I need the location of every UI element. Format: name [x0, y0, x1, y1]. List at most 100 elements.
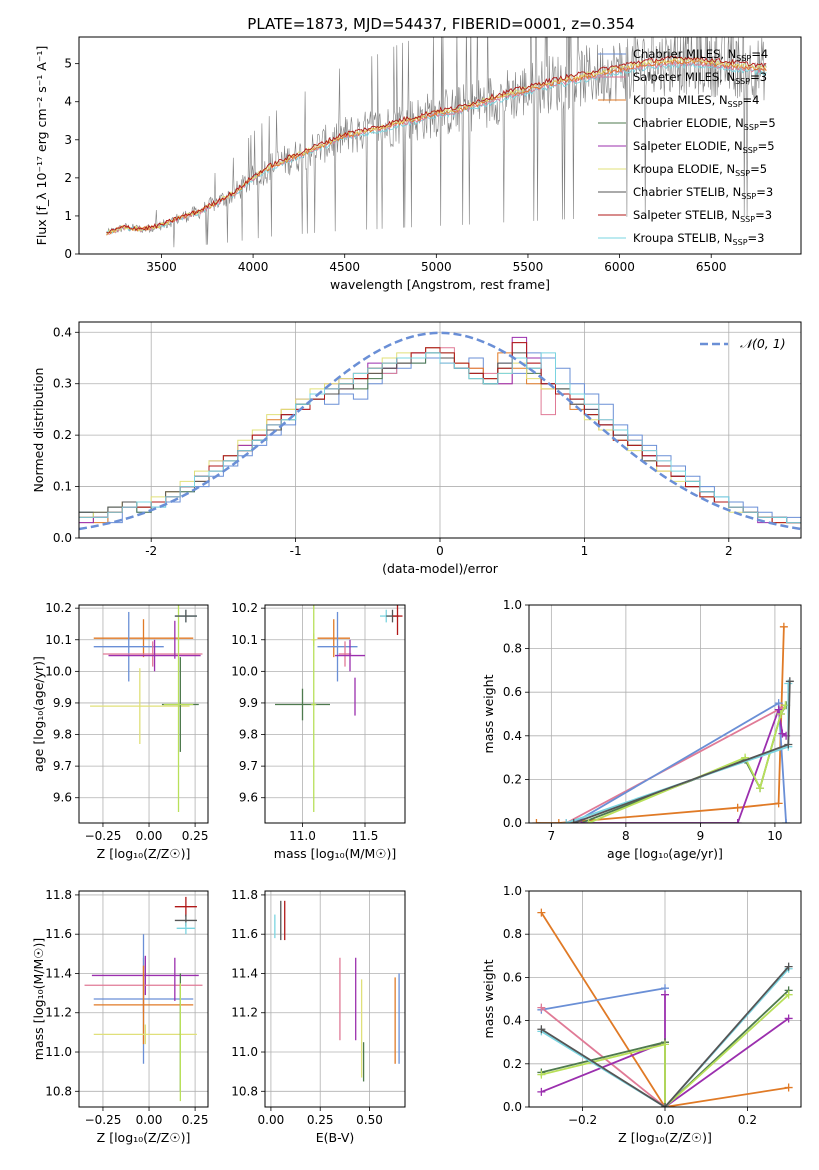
x-tick-label: 1: [581, 544, 589, 558]
y-tick-label: 11.8: [45, 888, 72, 902]
y-tick-label: 0.6: [503, 685, 522, 699]
y-axis-label: mass [log₁₀(M/M☉)]: [31, 938, 46, 1060]
mass-weight-series: [566, 683, 790, 823]
histogram-series: [79, 352, 801, 538]
y-tick-label: 0.2: [53, 428, 72, 442]
model-spectrum-line: [106, 55, 767, 234]
mass-weight-marker: [537, 1003, 546, 1012]
mass-weight-marker: [584, 819, 593, 823]
spectrum-panel: 3500 4000 4500 5000 5500 6000 6500 0 1 2 3 4 5 wavele…: [34, 36, 802, 292]
mass-weight-marker: [774, 799, 783, 808]
x-tick-label: 3500: [146, 260, 177, 274]
x-tick-label: 0.25: [182, 829, 209, 843]
mass-weight-marker: [733, 819, 742, 823]
y-axis-label: age [log₁₀(age/yr)]: [31, 656, 46, 772]
mass-vs-Z-panel: −0.25 0.00 0.25 10.8 11.0 11.2 11.4 11.6 11.8 Z […: [31, 888, 209, 1145]
x-tick-label: 0.25: [307, 1113, 334, 1127]
panels-layer: 3500 4000 4500 5000 5500 6000 6500 0 1 2 3 4 5 wavele…: [31, 36, 802, 1145]
y-tick-label: 10.1: [231, 633, 258, 647]
x-tick-label: 6000: [604, 260, 635, 274]
age-vs-Z-plot-area: [90, 605, 203, 812]
x-tick-label: 10: [767, 829, 782, 843]
mass-weight-marker: [661, 1040, 669, 1049]
y-tick-label: 0.4: [53, 325, 72, 339]
x-axis-label: Z [log₁₀(Z/Z☉)]: [97, 846, 191, 861]
y-tick-label: 0.0: [53, 531, 72, 545]
mass-weight-marker: [661, 1103, 669, 1107]
legend-entry: Salpeter ELODIE, NSSP=5: [633, 139, 775, 155]
y-tick-label: 9.7: [53, 759, 72, 773]
y-tick-label: 9.9: [53, 696, 72, 710]
figure-title: PLATE=1873, MJD=54437, FIBERID=0001, z=0…: [247, 15, 634, 33]
legend-entry: Kroupa ELODIE, NSSP=5: [633, 162, 767, 178]
x-tick-label: 9: [697, 829, 705, 843]
y-tick-label: 0.0: [503, 1100, 522, 1114]
massweight-vs-age-frame: [528, 604, 802, 824]
normal-distribution-curve: [79, 331, 801, 531]
model-spectrum-line: [106, 59, 767, 236]
y-tick-label: 10.0: [45, 664, 72, 678]
y-tick-label: 0.8: [503, 927, 522, 941]
mass-weight-marker: [532, 819, 541, 823]
mass-weight-marker: [537, 1087, 546, 1096]
x-tick-label: −0.25: [85, 829, 122, 843]
mass-weight-marker: [661, 990, 669, 999]
x-tick-label: 4500: [329, 260, 360, 274]
x-tick-label: 5000: [421, 260, 452, 274]
y-tick-label: 0.6: [503, 970, 522, 984]
x-tick-label: 0.00: [136, 1113, 163, 1127]
mass-weight-marker: [784, 990, 793, 999]
x-tick-label: 6500: [696, 260, 727, 274]
x-tick-label: 0.00: [258, 1113, 285, 1127]
x-tick-label: 4000: [238, 260, 269, 274]
x-tick-label: 0: [436, 544, 444, 558]
mass-weight-marker: [537, 908, 546, 917]
mass-weight-marker: [785, 677, 794, 686]
y-tick-label: 11.0: [231, 1045, 258, 1059]
massweight-vs-age-panel: 7 8 9 10 0.0 0.2 0.4 0.6 0.8 1.0 age [log₁₀(age/yr…: [481, 598, 802, 861]
mass-vs-EBV-panel: 0.00 0.25 0.50 10.8 11.0 11.2 11.4 11.6 11.8 E(B-…: [231, 888, 406, 1145]
y-tick-label: 11.0: [45, 1045, 72, 1059]
x-tick-label: 2: [725, 544, 733, 558]
y-tick-label: 11.6: [45, 927, 72, 941]
y-axis-label: mass weight: [481, 959, 496, 1038]
x-axis-label: E(B-V): [316, 1130, 355, 1145]
mass-weight-series: [541, 994, 790, 1107]
y-axis-label: mass weight: [481, 674, 496, 753]
y-tick-label: 0.8: [503, 642, 522, 656]
spectrum-plot-area: [106, 37, 767, 248]
x-tick-label: 11.0: [289, 829, 316, 843]
x-tick-label: -2: [145, 544, 157, 558]
x-tick-label: 5500: [513, 260, 544, 274]
y-tick-label: 10.2: [231, 601, 258, 615]
x-tick-label: 0.2: [738, 1113, 757, 1127]
massweight-vs-Z-plot-area: [537, 908, 793, 1107]
mass-vs-EBV-plot-area: [274, 900, 400, 1082]
y-tick-label: 10.2: [45, 601, 72, 615]
observed-spectrum-line: [106, 37, 767, 248]
y-tick-label: 1.0: [503, 884, 522, 898]
x-tick-label: 7: [548, 829, 556, 843]
mass-weight-marker: [562, 819, 571, 823]
y-tick-label: 11.4: [45, 966, 72, 980]
mass-weight-marker: [774, 705, 783, 714]
mass-weight-series: [565, 706, 783, 823]
legend-entry: Salpeter STELIB, NSSP=3: [633, 208, 772, 224]
legend-entry: Salpeter MILES, NSSP=3: [633, 70, 767, 86]
mass-vs-EBV-frame: [264, 890, 406, 1108]
mass-weight-series: [540, 966, 790, 1107]
x-tick-label: 11.5: [352, 829, 379, 843]
y-tick-label: 9.6: [239, 791, 258, 805]
y-tick-label: 4: [64, 95, 72, 109]
y-tick-label: 0.0: [503, 816, 522, 830]
age-vs-mass-plot-area: [275, 605, 403, 812]
spectrum-frame: [78, 36, 802, 255]
y-tick-label: 1.0: [503, 598, 522, 612]
y-tick-label: 11.2: [45, 1006, 72, 1020]
y-tick-label: 2: [64, 171, 72, 185]
y-tick-label: 0.2: [503, 772, 522, 786]
y-tick-label: 10.8: [45, 1084, 72, 1098]
legend-entry: 𝒩(0, 1): [740, 336, 786, 351]
mass-weight-marker: [784, 1014, 793, 1023]
legend-entry: Chabrier STELIB, NSSP=3: [633, 185, 773, 201]
